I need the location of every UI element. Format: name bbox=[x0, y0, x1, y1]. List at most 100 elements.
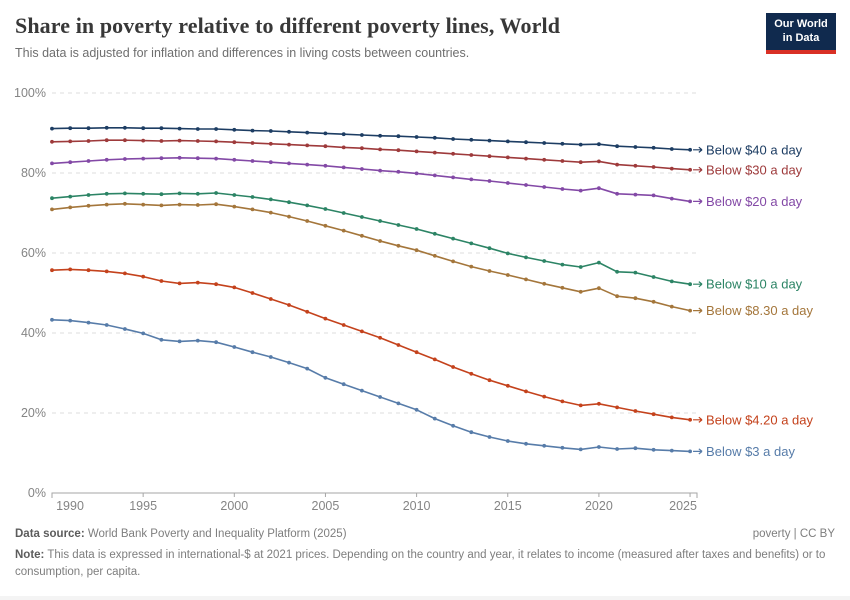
data-point-below-30-a-day-2010 bbox=[414, 149, 419, 154]
data-point-below-40-a-day-2005 bbox=[323, 131, 328, 136]
data-point-below-10-a-day-1994 bbox=[123, 191, 127, 196]
x-axis-line bbox=[51, 492, 698, 498]
data-point-below-40-a-day-2008 bbox=[378, 133, 382, 138]
series-line-below-3-a-day[interactable] bbox=[51, 318, 691, 453]
series-label-below-30-a-day[interactable]: Below $30 a day bbox=[706, 162, 803, 177]
data-point-below-10-a-day-2002 bbox=[268, 197, 273, 202]
data-point-below-3-a-day-2022 bbox=[633, 446, 638, 451]
series-line-below-30-a-day[interactable] bbox=[51, 139, 691, 171]
data-point-below-8-30-a-day-1991 bbox=[68, 205, 73, 210]
data-point-below-3-a-day-2013 bbox=[469, 430, 474, 435]
data-point-below-3-a-day-2001 bbox=[250, 350, 255, 355]
data-point-below-40-a-day-2011 bbox=[432, 135, 437, 140]
x-axis-label-2015: 2015 bbox=[494, 499, 522, 513]
data-point-below-20-a-day-2004 bbox=[305, 162, 310, 167]
data-point-below-8-30-a-day-2002 bbox=[268, 210, 273, 215]
data-point-below-30-a-day-2002 bbox=[268, 141, 273, 146]
series-line-below-4-20-a-day[interactable] bbox=[51, 268, 691, 421]
data-point-below-10-a-day-1993 bbox=[104, 191, 109, 196]
data-point-below-20-a-day-2023 bbox=[651, 193, 656, 198]
data-point-below-20-a-day-2013 bbox=[469, 177, 474, 182]
data-point-below-10-a-day-2003 bbox=[287, 200, 291, 205]
data-point-below-4-20-a-day-2011 bbox=[432, 357, 437, 362]
data-point-below-40-a-day-1995 bbox=[141, 126, 146, 131]
data-point-below-4-20-a-day-1993 bbox=[104, 269, 109, 274]
data-source-text[interactable]: World Bank Poverty and Inequality Platfo… bbox=[84, 528, 347, 540]
data-point-below-4-20-a-day-2012 bbox=[451, 365, 455, 369]
data-point-below-10-a-day-2009 bbox=[396, 223, 401, 227]
series-line-below-20-a-day[interactable] bbox=[51, 157, 691, 203]
data-point-below-30-a-day-2022 bbox=[633, 163, 638, 168]
data-point-below-20-a-day-1992 bbox=[86, 159, 91, 163]
data-point-below-3-a-day-2019 bbox=[578, 447, 583, 452]
data-point-below-30-a-day-2013 bbox=[469, 153, 474, 157]
data-point-below-40-a-day-2021 bbox=[615, 144, 619, 149]
data-point-below-8-30-a-day-2016 bbox=[524, 277, 528, 282]
data-point-below-8-30-a-day-2022 bbox=[633, 296, 638, 301]
data-point-below-3-a-day-2005 bbox=[323, 375, 328, 380]
series-label-below-40-a-day[interactable]: Below $40 a day bbox=[706, 142, 803, 157]
data-point-below-40-a-day-2014 bbox=[487, 138, 492, 143]
data-point-below-20-a-day-2018 bbox=[560, 187, 565, 191]
data-point-below-4-20-a-day-2016 bbox=[524, 389, 528, 394]
data-point-below-4-20-a-day-2007 bbox=[360, 329, 364, 334]
data-point-below-8-30-a-day-1996 bbox=[159, 203, 164, 208]
data-point-below-8-30-a-day-1992 bbox=[86, 203, 91, 208]
series-label-below-3-a-day[interactable]: Below $3 a day bbox=[706, 444, 795, 459]
data-point-below-20-a-day-2025 bbox=[688, 199, 692, 204]
series-connector-arrow-below-8-30-a-day bbox=[693, 307, 703, 314]
data-point-below-8-30-a-day-2000 bbox=[232, 204, 237, 209]
data-point-below-40-a-day-2024 bbox=[669, 147, 674, 151]
data-point-below-10-a-day-2000 bbox=[232, 193, 237, 197]
data-point-below-4-20-a-day-2024 bbox=[669, 415, 674, 420]
data-point-below-40-a-day-2013 bbox=[469, 137, 474, 142]
x-axis-label-1990: 1990 bbox=[56, 499, 84, 513]
data-point-below-30-a-day-1996 bbox=[159, 139, 164, 143]
data-point-below-3-a-day-2004 bbox=[305, 366, 310, 371]
series-connector-arrow-below-4-20-a-day bbox=[693, 416, 703, 423]
series-line-below-8-30-a-day[interactable] bbox=[51, 203, 691, 312]
data-point-below-20-a-day-2008 bbox=[378, 168, 382, 173]
data-point-below-8-30-a-day-1997 bbox=[177, 202, 182, 207]
series-connector-arrow-below-30-a-day bbox=[693, 166, 703, 173]
data-point-below-30-a-day-1993 bbox=[104, 138, 109, 143]
series-line-below-40-a-day[interactable] bbox=[51, 127, 691, 151]
data-point-below-20-a-day-2015 bbox=[505, 181, 510, 185]
data-point-below-8-30-a-day-2008 bbox=[378, 239, 382, 243]
data-point-below-40-a-day-2019 bbox=[578, 142, 583, 147]
license-text[interactable]: poverty | CC BY bbox=[752, 528, 835, 540]
data-point-below-3-a-day-1992 bbox=[86, 320, 91, 325]
data-point-below-8-30-a-day-2004 bbox=[305, 219, 310, 223]
data-point-below-8-30-a-day-2023 bbox=[651, 299, 656, 304]
data-point-below-30-a-day-2018 bbox=[560, 159, 565, 163]
data-point-below-3-a-day-2000 bbox=[232, 345, 237, 349]
data-point-below-8-30-a-day-2009 bbox=[396, 243, 401, 248]
series-points-below-20-a-day bbox=[50, 155, 692, 204]
data-point-below-8-30-a-day-2020 bbox=[597, 286, 601, 291]
data-point-below-8-30-a-day-2021 bbox=[615, 294, 619, 299]
data-point-below-3-a-day-2008 bbox=[378, 395, 382, 399]
note-text: This data is expressed in international-… bbox=[15, 549, 826, 578]
data-point-below-10-a-day-2018 bbox=[560, 262, 565, 267]
data-point-below-8-30-a-day-1995 bbox=[141, 202, 146, 207]
series-label-below-8-30-a-day[interactable]: Below $8.30 a day bbox=[706, 303, 813, 318]
series-connector-arrow-below-10-a-day bbox=[693, 281, 703, 288]
owid-logo[interactable]: Our World in Data bbox=[766, 13, 836, 54]
data-point-below-30-a-day-2025 bbox=[688, 167, 692, 172]
series-label-below-10-a-day[interactable]: Below $10 a day bbox=[706, 277, 803, 292]
data-point-below-30-a-day-1992 bbox=[86, 139, 91, 143]
data-point-below-40-a-day-2000 bbox=[232, 127, 237, 132]
data-point-below-4-20-a-day-2003 bbox=[287, 303, 291, 307]
data-point-below-40-a-day-2022 bbox=[633, 145, 638, 149]
data-point-below-20-a-day-2003 bbox=[287, 161, 291, 166]
series-label-below-20-a-day[interactable]: Below $20 a day bbox=[706, 194, 803, 209]
series-line-below-10-a-day[interactable] bbox=[51, 192, 691, 286]
data-point-below-20-a-day-1991 bbox=[68, 160, 73, 165]
data-point-below-20-a-day-2019 bbox=[578, 188, 583, 193]
data-point-below-30-a-day-1997 bbox=[177, 138, 182, 143]
data-point-below-40-a-day-1991 bbox=[68, 126, 73, 131]
data-point-below-8-30-a-day-2024 bbox=[669, 304, 674, 309]
data-point-below-20-a-day-2000 bbox=[232, 157, 237, 162]
series-label-below-4-20-a-day[interactable]: Below $4.20 a day bbox=[706, 412, 813, 427]
data-point-below-20-a-day-2020 bbox=[597, 186, 601, 191]
